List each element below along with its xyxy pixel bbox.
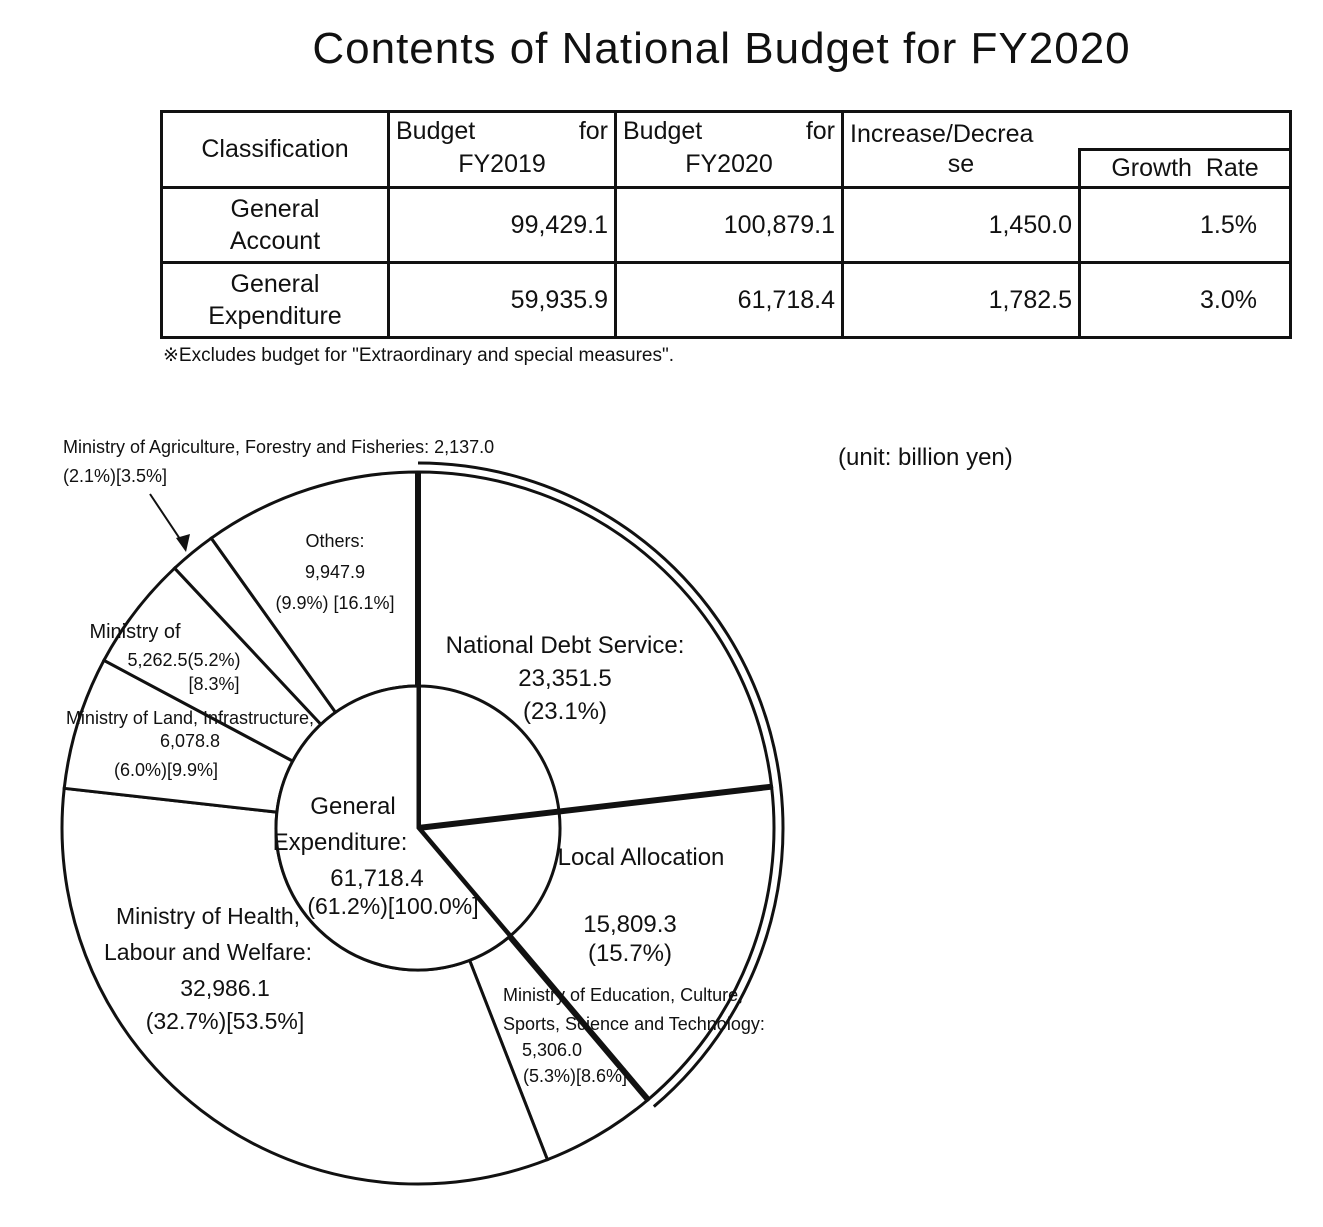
row-label: General Expenditure bbox=[160, 261, 390, 339]
header-fy2019-word2: for bbox=[578, 117, 608, 145]
table-row: General Account 99,429.1 100,879.1 1,450.… bbox=[160, 186, 1292, 264]
pie-slices bbox=[60, 461, 785, 1186]
header-growth-label: Growth Rate bbox=[1111, 154, 1259, 182]
double-outer-arc bbox=[417, 461, 785, 1108]
agri-arrow-head bbox=[176, 534, 190, 552]
table-row: General Expenditure 59,935.9 61,718.4 1,7… bbox=[160, 261, 1292, 339]
label-debt-line-1: 23,351.5 bbox=[518, 665, 611, 692]
header-fy2020: Budget for FY2020 bbox=[614, 110, 844, 189]
label-health-value-line-1: (32.7%)[53.5%] bbox=[146, 1008, 305, 1034]
label-health-line-1: Labour and Welfare: bbox=[104, 939, 312, 965]
label-land-value-line-0: 6,078.8 bbox=[160, 731, 220, 751]
unit-label: (unit: billion yen) bbox=[838, 444, 1013, 471]
budget-table: Classification Budget for FY2019 Budget fo… bbox=[160, 110, 1292, 339]
cell-incdec: 1,782.5 bbox=[841, 261, 1081, 339]
header-fy2020-word2: for bbox=[805, 117, 835, 145]
label-agri-line-0: Ministry of Agriculture, Forestry and Fi… bbox=[63, 437, 494, 457]
pie-slice-0 bbox=[416, 470, 774, 814]
cell-incdec: 1,450.0 bbox=[841, 186, 1081, 264]
label-debt-line-0: National Debt Service: bbox=[446, 632, 685, 659]
label-others-line-2: (9.9%) [16.1%] bbox=[275, 593, 394, 613]
label-defense-share-line-0: [8.3%] bbox=[188, 674, 239, 694]
center-label-2-line-0: Expenditure: bbox=[273, 829, 408, 856]
label-local-value-line-0: 15,809.3 bbox=[583, 911, 676, 938]
center-label-3-line-0: 61,718.4 bbox=[330, 865, 423, 892]
header-incdec-line1: Increase/Decrea bbox=[850, 120, 1034, 148]
header-increase-decrease: Increase/Decrea se bbox=[841, 110, 1080, 189]
row-label-line2: Expenditure bbox=[208, 302, 342, 330]
row-label-line1: General bbox=[230, 270, 320, 298]
label-others-line-0: Others: bbox=[305, 531, 364, 551]
label-defense-value-line-0: 5,262.5(5.2%) bbox=[127, 650, 240, 670]
header-fy2020-year: FY2020 bbox=[685, 150, 773, 178]
center-circle bbox=[274, 684, 512, 972]
pie-slice-1 bbox=[507, 785, 776, 1102]
cell-fy2019: 99,429.1 bbox=[387, 186, 617, 264]
label-land-share-line-0: (6.0%)[9.9%] bbox=[114, 760, 218, 780]
header-fy2019-year: FY2019 bbox=[458, 150, 546, 178]
header-classification: Classification bbox=[160, 110, 390, 189]
row-label-line1: General bbox=[230, 195, 320, 223]
header-fy2020-word1: Budget bbox=[623, 117, 703, 145]
cell-growth: 1.5% bbox=[1078, 186, 1292, 264]
label-education-value-line-0: 5,306.0 bbox=[522, 1040, 582, 1060]
label-health-line-0: Ministry of Health, bbox=[116, 903, 300, 929]
table-note: ※Excludes budget for "Extraordinary and … bbox=[163, 345, 674, 366]
cell-growth: 3.0% bbox=[1078, 261, 1292, 339]
header-growth-spacer bbox=[1079, 110, 1292, 151]
row-label-line2: Account bbox=[229, 227, 321, 255]
label-land-line-0: Ministry of Land, Infrastructure, bbox=[66, 708, 314, 728]
header-growth-rate: Growth Rate bbox=[1078, 148, 1292, 189]
label-agri-share-line-0: (2.1%)[3.5%] bbox=[63, 466, 167, 486]
label-education-share-line-0: (5.3%)[8.6%] bbox=[523, 1066, 627, 1086]
header-fy2019-word1: Budget bbox=[396, 117, 476, 145]
label-education-line-0: Ministry of Education, Culture, bbox=[503, 985, 743, 1005]
cell-fy2020: 61,718.4 bbox=[614, 261, 844, 339]
cell-fy2020: 100,879.1 bbox=[614, 186, 844, 264]
page-title: Contents of National Budget for FY2020 bbox=[312, 24, 1131, 73]
thick-divider-1 bbox=[417, 783, 772, 831]
center-label-1-line-0: General bbox=[310, 793, 395, 820]
label-debt-line-2: (23.1%) bbox=[523, 698, 607, 725]
header-fy2019: Budget for FY2019 bbox=[387, 110, 617, 189]
row-label: General Account bbox=[160, 186, 390, 264]
center-label-4-line-0: (61.2%)[100.0%] bbox=[307, 893, 478, 919]
label-local-value-line-1: (15.7%) bbox=[588, 940, 672, 967]
cell-fy2019: 59,935.9 bbox=[387, 261, 617, 339]
header-incdec-line2: se bbox=[947, 150, 975, 178]
label-others-line-1: 9,947.9 bbox=[305, 562, 365, 582]
header-classification-label: Classification bbox=[201, 135, 349, 163]
label-education-line-1: Sports, Science and Technology: bbox=[503, 1014, 765, 1034]
label-health-value-line-0: 32,986.1 bbox=[180, 975, 270, 1001]
label-defense-line-0: Ministry of bbox=[89, 621, 181, 643]
label-local-line-0: Local Allocation bbox=[558, 844, 725, 871]
pie-labels: National Debt Service: 23,351.5 (23.1%) Loc… bbox=[63, 437, 765, 1086]
